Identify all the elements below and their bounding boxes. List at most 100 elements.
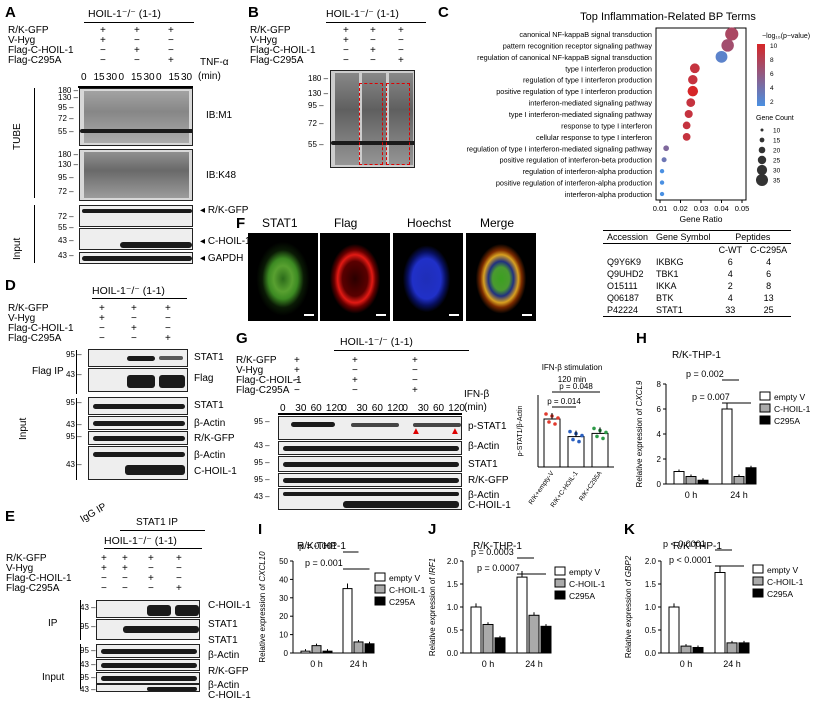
legend-swatch	[759, 391, 771, 401]
timepoint-label: 0	[402, 403, 408, 414]
x-tick-label: 0.03	[694, 204, 709, 213]
cell-line-label: R/K-THP-1	[473, 541, 522, 552]
y-tick-label: 1.0	[447, 603, 459, 612]
panel-d-blot-actin-choil	[88, 446, 188, 480]
panel-b-highlight-2	[386, 83, 410, 165]
legend-swatch	[554, 578, 566, 588]
condition-sign: −	[370, 55, 376, 66]
panel-a-treatment: TNF-α	[200, 57, 229, 68]
micrograph-merge	[466, 233, 536, 321]
panel-d-side-input: Input	[18, 417, 29, 440]
term-dot	[682, 132, 691, 141]
bar	[692, 646, 704, 654]
panel-a-label-rkgfp: ◂ R/K-GFP	[200, 205, 249, 216]
condition-label: R/K-GFP	[8, 303, 49, 314]
bar	[726, 642, 738, 654]
panel-d-label: D	[5, 277, 16, 294]
condition-label: R/K-GFP	[236, 355, 277, 366]
data-point	[544, 412, 548, 416]
legend-swatch	[752, 588, 764, 598]
y-tick-label: 0.0	[645, 649, 657, 658]
p-value: p = 0.002	[686, 369, 724, 379]
chart-title: Top Inflammation-Related BP Terms	[580, 11, 756, 23]
legend-size-dot	[759, 137, 765, 143]
panel-j-label: J	[428, 521, 437, 538]
timepoint-label: 30	[295, 403, 307, 414]
mw-marker: 180 –	[58, 150, 79, 159]
mw-marker: 95 –	[80, 673, 96, 682]
panel-g-title: HOIL-1⁻/⁻ (1-1)	[340, 336, 413, 348]
timepoint-label: 60	[310, 403, 322, 414]
legend-label: C-HOIL-1	[569, 579, 606, 589]
y-axis-label: Relative expression of GBP2	[624, 555, 633, 658]
data-point	[601, 436, 605, 441]
condition-sign: −	[122, 573, 128, 584]
panel-d-blot-stat1-ip	[88, 349, 188, 367]
bar	[364, 643, 375, 654]
condition-sign: −	[343, 45, 349, 56]
y-axis-label: Relative expression of CXCL10	[258, 551, 267, 663]
condition-sign: +	[352, 355, 358, 366]
condition-sign: +	[352, 375, 358, 386]
panel-k-chart: R/K-THP-1 0.0 0.5 1.0 1.5 2.0 Relative express…	[624, 539, 804, 669]
term-label: positive regulation of interferon-alpha …	[496, 179, 652, 188]
term-label: canonical NF-kappaB signal transduction	[519, 30, 652, 39]
panel-d-blot-rkgfp	[88, 431, 188, 445]
table-cell: 2	[727, 281, 733, 291]
y-tick-label: 8	[657, 380, 662, 389]
condition-sign: −	[99, 333, 105, 344]
cell-line-label: R/K-THP-1	[673, 541, 722, 552]
term-dot	[661, 157, 667, 163]
bar	[342, 588, 353, 654]
data-point	[568, 429, 572, 434]
legend-label: C-HOIL-1	[774, 404, 811, 414]
mw-marker: 55 –	[308, 140, 324, 149]
scale-bar	[376, 314, 386, 316]
panel-a-label-m1: IB:M1	[206, 110, 233, 121]
condition-sign: +	[101, 553, 107, 564]
y-tick-label: 10	[279, 631, 288, 640]
legend-colorbar	[757, 44, 765, 106]
x-tick-label: 0 h	[685, 490, 698, 500]
legend-size-dot	[758, 146, 766, 154]
condition-label: V-Hyg	[8, 313, 36, 324]
panel-e-title: HOIL-1⁻/⁻ (1-1)	[104, 535, 177, 547]
blot-label: STAT1	[208, 635, 238, 646]
term-label: regulation of canonical NF-kappaB signal…	[477, 53, 652, 62]
bar	[540, 625, 552, 654]
legend-label: C-HOIL-1	[767, 577, 804, 587]
condition-sign: +	[122, 563, 128, 574]
legend-color-tick: 2	[770, 99, 774, 106]
mw-marker: 43 –	[58, 251, 74, 260]
condition-sign: +	[168, 25, 174, 36]
mw-marker: 95 –	[66, 398, 82, 407]
panel-a-unit: (min)	[198, 71, 221, 82]
condition-label: Flag-C-HOIL-1	[8, 323, 74, 334]
bar	[470, 606, 482, 654]
condition-sign: +	[165, 333, 171, 344]
condition-sign: +	[398, 55, 404, 66]
condition-sign: +	[148, 553, 154, 564]
legend-color-tick: 6	[770, 71, 774, 78]
table-row: Q9Y6K9 IKBKG 6 4	[603, 256, 791, 268]
table-cell: 4	[727, 293, 733, 303]
legend-swatch	[752, 564, 764, 574]
panel-e-side-ip: IP	[48, 618, 58, 629]
scale-bar	[449, 314, 459, 316]
mw-marker: 95 –	[308, 101, 324, 110]
mw-marker: 43 –	[80, 603, 96, 612]
data-point	[580, 433, 584, 438]
condition-sign: +	[100, 35, 106, 46]
condition-label: Flag-C295A	[250, 55, 304, 66]
legend-size-tick: 15	[773, 138, 781, 145]
term-dot	[663, 145, 669, 152]
condition-sign: +	[294, 365, 300, 376]
bar	[738, 642, 750, 654]
panel-c-label: C	[438, 4, 449, 21]
condition-sign: −	[412, 375, 418, 386]
mw-marker: 95 –	[254, 417, 270, 426]
x-tick-label: 24 h	[730, 490, 748, 500]
panel-a-label-gapdh: ◂ GAPDH	[200, 253, 244, 264]
legend-size-tick: 25	[773, 158, 781, 165]
term-dot	[659, 191, 665, 197]
